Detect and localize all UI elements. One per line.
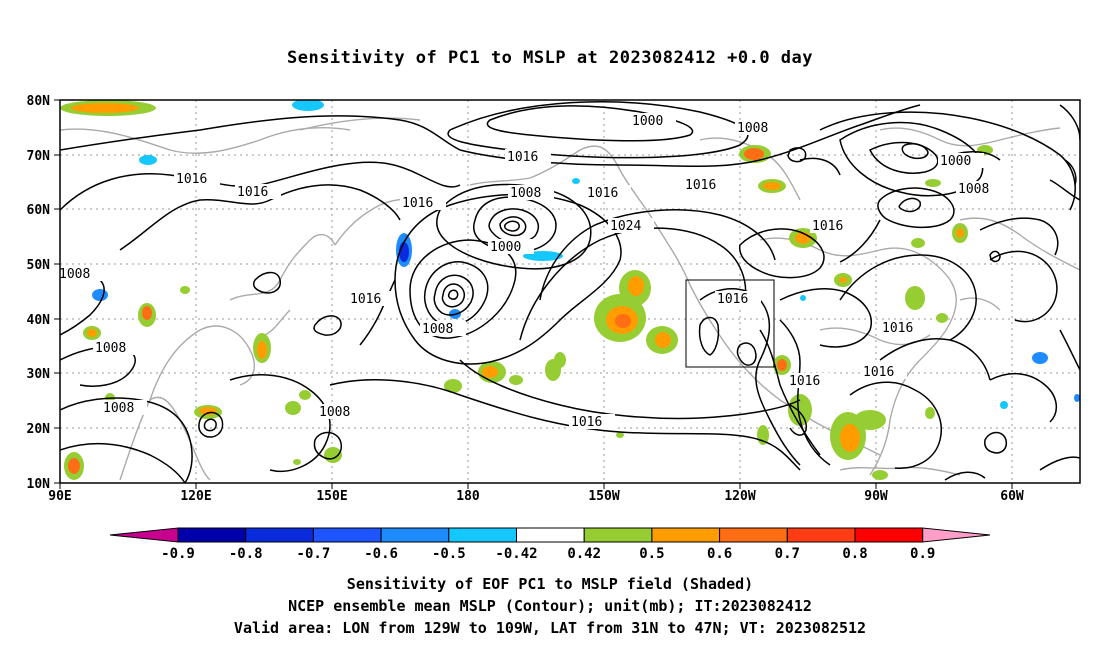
colorbar-segment (177, 527, 247, 543)
contour-label: 1008 (95, 341, 126, 356)
contour-label: 1016 (237, 185, 268, 200)
latitude-labels: 80N 70N 60N 50N 40N 30N 20N 10N (27, 94, 51, 492)
contour-label: 1016 (685, 178, 716, 193)
colorbar-label: -0.9 (161, 546, 195, 562)
lat-label: 60N (27, 203, 51, 218)
colorbar-segment (380, 527, 450, 543)
contour-label: 1016 (789, 374, 820, 389)
colorbar-segment (312, 527, 382, 543)
colorbar-label: 0.9 (910, 546, 935, 562)
lat-label: 30N (27, 367, 51, 382)
lon-label: 150E (316, 489, 347, 504)
colorbar-segment (448, 527, 517, 543)
contour-label: 1008 (737, 121, 768, 136)
contour-label: 1016 (571, 415, 602, 430)
colorbar-segment (245, 527, 314, 543)
colorbar-label: 0.6 (707, 546, 732, 562)
contour-label: 1000 (632, 114, 663, 129)
map-frame (59, 99, 1081, 484)
lon-label: 90E (48, 489, 71, 504)
lat-label: 50N (27, 258, 51, 273)
colorbar-low-arrow (109, 527, 179, 543)
lon-label: 150W (588, 489, 619, 504)
lat-label: 10N (27, 477, 51, 492)
caption-line-contour: NCEP ensemble mean MSLP (Contour); unit(… (288, 597, 812, 615)
contour-label: 1016 (717, 292, 748, 307)
colorbar-segment (719, 527, 788, 543)
colorbar-label: 0.8 (842, 546, 867, 562)
valid-area-box (685, 279, 775, 368)
lon-label: 60W (1000, 489, 1024, 504)
sensitivity-shading (60, 100, 1080, 480)
lat-label: 40N (27, 313, 51, 328)
colorbar-label: 0.5 (639, 546, 664, 562)
contour-label: 1016 (587, 186, 618, 201)
contour-label: 1016 (176, 172, 207, 187)
colorbar-segment (516, 527, 585, 543)
contour-label: 1016 (812, 219, 843, 234)
colorbar-label: 0.42 (567, 546, 601, 562)
contour-label: 1016 (350, 292, 381, 307)
colorbar-label: -0.6 (364, 546, 398, 562)
contour-label: 1008 (103, 401, 134, 416)
map-panel: 1000 1008 1016 1016 1016 1016 1008 1016 … (27, 94, 1081, 504)
contour-label: 1016 (402, 196, 433, 211)
colorbar-label: -0.42 (495, 546, 537, 562)
contour-label: 1000 (490, 240, 521, 255)
contour-label: 1016 (507, 150, 538, 165)
caption-block: Sensitivity of EOF PC1 to MSLP field (Sh… (0, 573, 1100, 639)
lat-label: 80N (27, 94, 51, 109)
axis-ticks (54, 99, 1013, 489)
colorbar-high-arrow (922, 527, 991, 543)
lat-label: 70N (27, 149, 51, 164)
lon-label: 90W (864, 489, 888, 504)
contour-label: 1008 (59, 267, 90, 282)
caption-line-shading: Sensitivity of EOF PC1 to MSLP field (Sh… (346, 575, 754, 593)
colorbar: -0.9 -0.8 -0.7 -0.6 -0.5 -0.42 0.42 0.5 0.6 0.7 0.… (109, 527, 991, 562)
colorbar-segment (651, 527, 721, 543)
colorbar-segment (854, 527, 924, 543)
colorbar-label: -0.8 (229, 546, 263, 562)
map-title: Sensitivity of PC1 to MSLP at 2023082412… (286, 48, 813, 68)
contour-label: 1024 (610, 219, 641, 234)
colorbar-label: -0.7 (297, 546, 331, 562)
lon-label: 120W (724, 489, 755, 504)
contour-label: 1008 (510, 186, 541, 201)
lat-label: 20N (27, 422, 51, 437)
contour-label: 1000 (940, 154, 971, 169)
colorbar-segment (583, 527, 653, 543)
contour-label: 1008 (422, 322, 453, 337)
contour-label: 1008 (958, 182, 989, 197)
lon-label: 120E (180, 489, 211, 504)
contour-label: 1008 (319, 405, 350, 420)
contour-label: 1016 (863, 365, 894, 380)
colorbar-segment (786, 527, 856, 543)
colorbar-label: 0.7 (775, 546, 800, 562)
longitude-labels: 90E 120E 150E 180 150W 120W 90W 60W (48, 489, 1024, 504)
colorbar-label: -0.5 (432, 546, 466, 562)
caption-line-valid-area: Valid area: LON from 129W to 109W, LAT f… (233, 619, 867, 637)
lon-label: 180 (456, 489, 480, 504)
contour-labels: 1000 1008 1016 1016 1016 1016 1008 1016 … (59, 113, 1002, 430)
contour-label: 1016 (882, 321, 913, 336)
